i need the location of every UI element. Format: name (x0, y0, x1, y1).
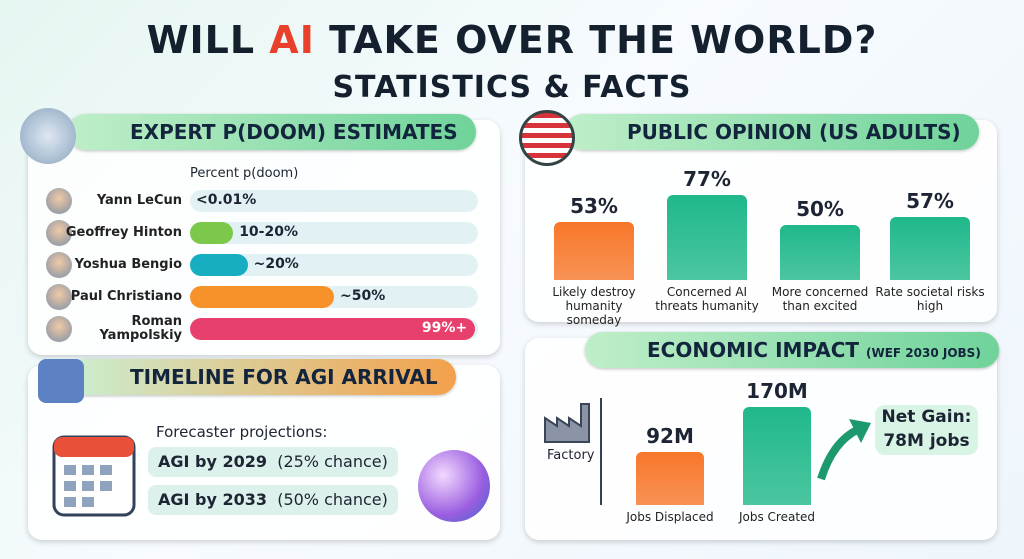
value-label: 77% (683, 167, 731, 192)
bar (743, 406, 811, 505)
avatar (46, 188, 72, 214)
title-highlight: AI (269, 18, 315, 62)
item-chance: (25% chance) (277, 452, 388, 471)
category-label: Jobs Created (738, 510, 816, 524)
economic-panel: ECONOMIC IMPACT (WEF 2030 JOBS) Factory … (525, 332, 999, 540)
bar (636, 451, 704, 505)
annotation-line: Net Gain: (881, 407, 972, 427)
timeline-item: AGI by 2029 (25% chance) (148, 447, 398, 477)
bar (190, 286, 334, 308)
avatar (46, 252, 72, 278)
category-label: Likely destroy humanity someday (552, 285, 636, 327)
annotation-box: Net Gain: 78M jobs (875, 405, 978, 455)
timeline-subtitle: Forecaster projections: (156, 423, 328, 441)
item-label: AGI by 2033 (158, 490, 268, 509)
item-label: AGI by 2029 (158, 452, 268, 471)
category-label: Rate societal risks high (875, 285, 985, 313)
bar-track: ~50% (190, 286, 478, 308)
avatar (46, 284, 72, 310)
timeline-item: AGI by 2033 (50% chance) (148, 485, 398, 515)
calendar-icon (38, 359, 84, 403)
bar (190, 254, 248, 276)
bar (190, 318, 476, 340)
panel-title: EXPERT P(DOOM) ESTIMATES (68, 114, 476, 150)
annotation-line: 78M jobs (883, 431, 970, 451)
panel-subtitle: (WEF 2030 JOBS) (866, 346, 981, 360)
expert-panel: EXPERT P(DOOM) ESTIMATES Percent p(doom)… (20, 108, 500, 355)
bar-track: 10-20% (190, 222, 478, 244)
value-label: 92M (646, 423, 694, 448)
panel-title: TIMELINE FOR AGI ARRIVAL (68, 359, 456, 395)
value-label: 53% (570, 193, 618, 218)
panel-title: ECONOMIC IMPACT (WEF 2030 JOBS) (585, 332, 999, 368)
value-label: <0.01% (196, 192, 257, 208)
bar (667, 195, 747, 280)
category-label: Paul Christiano (70, 289, 182, 304)
category-label: Roman Yampolskiy (99, 314, 182, 343)
panel-title-text: ECONOMIC IMPACT (647, 338, 860, 362)
main-title: WILL AI TAKE OVER THE WORLD? (0, 18, 1024, 62)
bar-track: <0.01% (190, 190, 478, 212)
bar (190, 222, 234, 244)
category-label: Geoffrey Hinton (65, 225, 182, 240)
axis-line (600, 398, 602, 505)
timeline-panel: TIMELINE FOR AGI ARRIVAL Forecaster proj… (28, 359, 500, 540)
title-part: WILL (146, 18, 256, 62)
axis-label: Percent p(doom) (190, 166, 299, 181)
bar-track: 99%+ (190, 318, 478, 340)
arrow-icon (817, 419, 871, 481)
crystal-ball (418, 450, 490, 522)
value-label: ~20% (253, 256, 299, 272)
value-label: 10-20% (239, 224, 298, 240)
category-label: Yoshua Bengio (74, 257, 182, 272)
avatar (46, 316, 72, 342)
subtitle: STATISTICS & FACTS (332, 70, 692, 105)
value-label: 170M (746, 378, 808, 403)
category-label: Jobs Displaced (626, 510, 714, 524)
value-label: ~50% (340, 288, 386, 304)
bar (554, 221, 634, 280)
value-label: 50% (796, 197, 844, 221)
title-part: TAKE OVER THE WORLD? (329, 18, 878, 62)
item-chance: (50% chance) (277, 490, 388, 509)
value-label: 57% (906, 189, 954, 214)
panel-title: PUBLIC OPINION (US ADULTS) (565, 114, 979, 150)
flag-icon (519, 110, 575, 166)
factory-icon (544, 403, 590, 443)
bar-track: ~20% (190, 254, 478, 276)
bar (890, 217, 970, 280)
category-label: Concerned AI threats humanity (655, 285, 759, 313)
value-label: 99%+ (421, 320, 468, 336)
bar (780, 225, 860, 280)
category-label: Yann LeCun (96, 193, 182, 208)
category-label: More concerned than excited (771, 285, 869, 313)
opinion-panel: PUBLIC OPINION (US ADULTS) 53% Likely des… (519, 110, 997, 327)
avatar (46, 220, 72, 246)
calendar-illustration (52, 435, 136, 517)
side-label: Factory (547, 448, 595, 463)
robot-icon (20, 108, 76, 164)
